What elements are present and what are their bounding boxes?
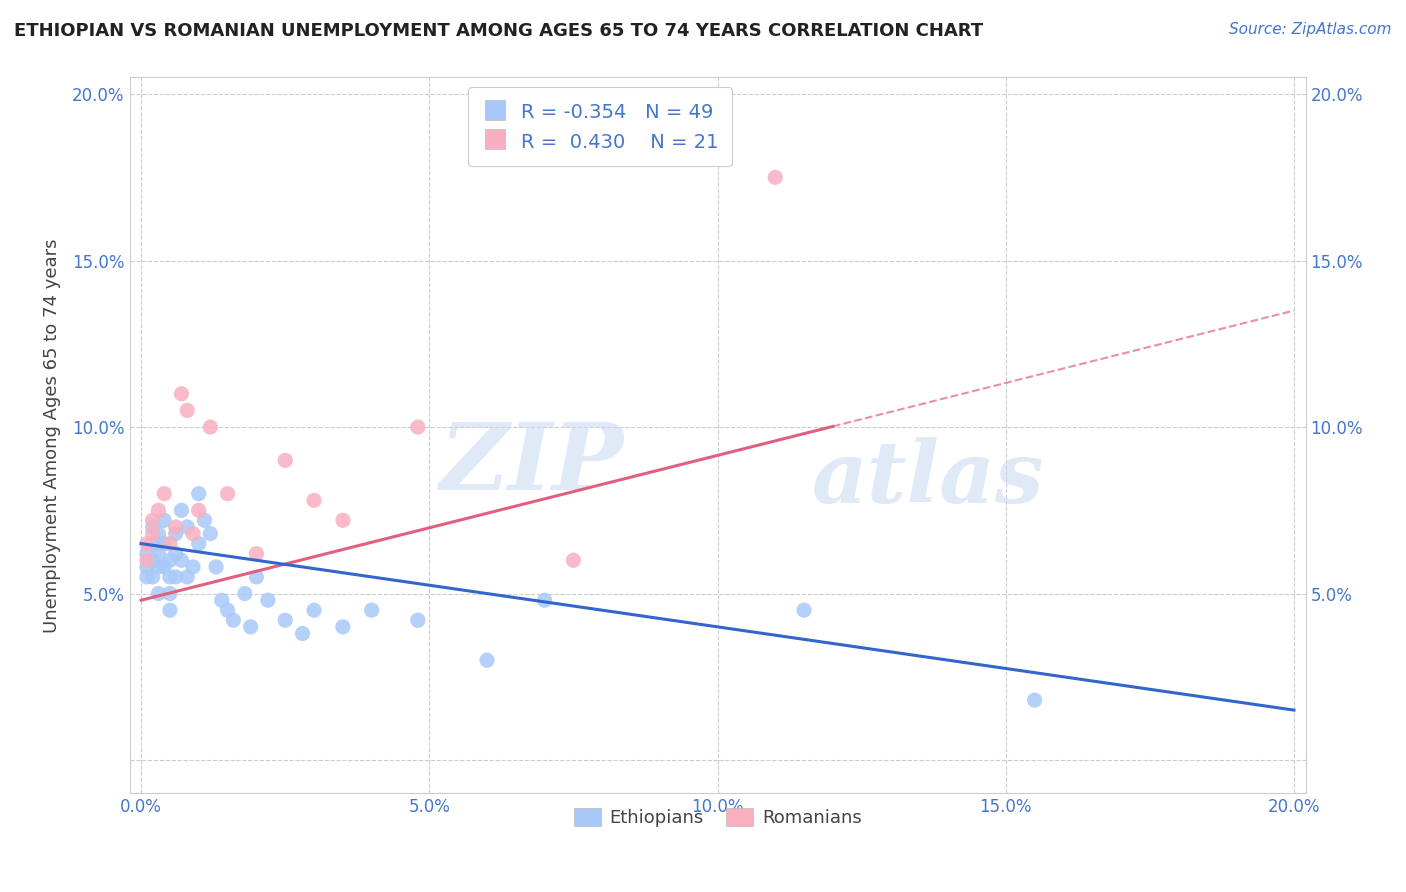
Point <box>222 613 245 627</box>
Point <box>211 593 233 607</box>
Point <box>193 513 215 527</box>
Point <box>170 503 193 517</box>
Point <box>165 526 187 541</box>
Point <box>135 553 157 567</box>
Point <box>302 603 325 617</box>
Point <box>291 626 314 640</box>
Point <box>181 526 204 541</box>
Point <box>245 570 267 584</box>
Point <box>142 513 165 527</box>
Point <box>135 570 157 584</box>
Point <box>135 560 157 574</box>
Point <box>332 513 354 527</box>
Point <box>187 486 209 500</box>
Point <box>153 513 176 527</box>
Point <box>257 593 280 607</box>
Point <box>165 570 187 584</box>
Point <box>148 560 170 574</box>
Point <box>763 170 786 185</box>
Point <box>406 420 429 434</box>
Point <box>148 586 170 600</box>
Point <box>302 493 325 508</box>
Point <box>332 620 354 634</box>
Point <box>245 547 267 561</box>
Text: atlas: atlas <box>811 436 1045 520</box>
Point <box>153 486 176 500</box>
Point <box>187 536 209 550</box>
Point <box>793 603 815 617</box>
Point <box>274 613 297 627</box>
Point <box>187 503 209 517</box>
Point <box>165 547 187 561</box>
Point <box>148 503 170 517</box>
Point <box>533 593 555 607</box>
Point <box>274 453 297 467</box>
Point <box>170 553 193 567</box>
Point <box>217 486 239 500</box>
Text: ZIP: ZIP <box>439 419 623 509</box>
Point <box>135 547 157 561</box>
Point <box>176 520 198 534</box>
Point <box>148 526 170 541</box>
Point <box>170 386 193 401</box>
Point <box>153 560 176 574</box>
Point <box>165 520 187 534</box>
Point <box>142 570 165 584</box>
Point <box>142 536 165 550</box>
Point <box>176 403 198 417</box>
Point <box>475 653 498 667</box>
Point <box>181 560 204 574</box>
Legend: Ethiopians, Romanians: Ethiopians, Romanians <box>567 801 869 834</box>
Point <box>239 620 262 634</box>
Point <box>159 536 181 550</box>
Point <box>142 553 165 567</box>
Point <box>142 520 165 534</box>
Point <box>360 603 382 617</box>
Point <box>159 570 181 584</box>
Point <box>406 613 429 627</box>
Point <box>153 536 176 550</box>
Point <box>159 586 181 600</box>
Point <box>217 603 239 617</box>
Point <box>142 526 165 541</box>
Point <box>159 553 181 567</box>
Point <box>562 553 585 567</box>
Y-axis label: Unemployment Among Ages 65 to 74 years: Unemployment Among Ages 65 to 74 years <box>44 238 60 632</box>
Text: Source: ZipAtlas.com: Source: ZipAtlas.com <box>1229 22 1392 37</box>
Point <box>159 603 181 617</box>
Point <box>205 560 228 574</box>
Point <box>148 547 170 561</box>
Text: ETHIOPIAN VS ROMANIAN UNEMPLOYMENT AMONG AGES 65 TO 74 YEARS CORRELATION CHART: ETHIOPIAN VS ROMANIAN UNEMPLOYMENT AMONG… <box>14 22 983 40</box>
Point <box>1024 693 1046 707</box>
Point <box>148 536 170 550</box>
Point <box>176 570 198 584</box>
Point <box>200 526 222 541</box>
Point <box>233 586 256 600</box>
Point <box>200 420 222 434</box>
Point <box>135 536 157 550</box>
